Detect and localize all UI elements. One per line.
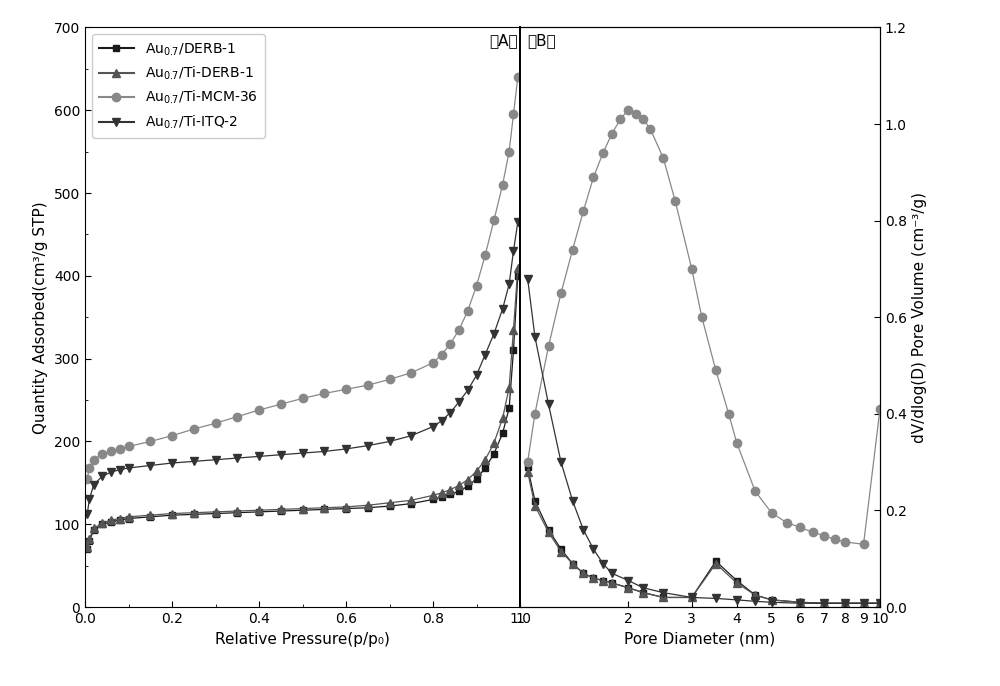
- X-axis label: Pore Diameter (nm): Pore Diameter (nm): [624, 632, 776, 646]
- X-axis label: Relative Pressure(p/p₀): Relative Pressure(p/p₀): [215, 632, 390, 646]
- Y-axis label: Quantity Adsorbed(cm³/g STP): Quantity Adsorbed(cm³/g STP): [33, 201, 48, 434]
- Y-axis label: dV/dlog(D) Pore Volume (cm⁻³/g): dV/dlog(D) Pore Volume (cm⁻³/g): [912, 192, 927, 442]
- Text: （A）: （A）: [489, 33, 518, 48]
- Text: （B）: （B）: [527, 33, 556, 48]
- Legend: Au$_{0.7}$/DERB-1, Au$_{0.7}$/Ti-DERB-1, Au$_{0.7}$/Ti-MCM-36, Au$_{0.7}$/Ti-ITQ: Au$_{0.7}$/DERB-1, Au$_{0.7}$/Ti-DERB-1,…: [92, 34, 265, 138]
